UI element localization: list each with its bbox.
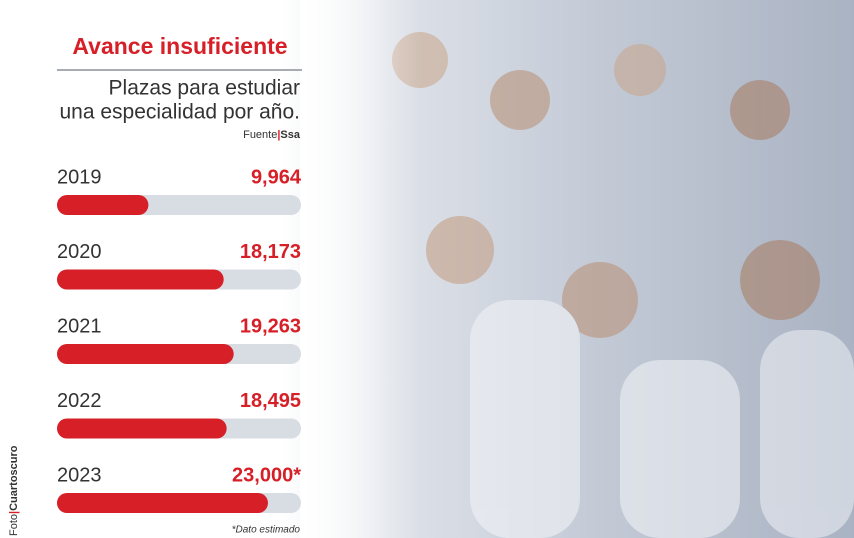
source-name: Ssa: [280, 129, 300, 141]
bar: [57, 195, 148, 215]
value-label: 18,495: [240, 390, 301, 412]
infographic: Avance insuficiente Plazas para estudiar…: [0, 0, 854, 538]
value-label: 9,964: [251, 166, 302, 188]
source: Fuente|Ssa: [243, 129, 301, 141]
photo-credit-name: Cuartoscuro: [8, 445, 20, 511]
source-label: Fuente: [243, 129, 277, 141]
bar: [57, 419, 227, 439]
bar: [57, 493, 268, 513]
category-label: 2023: [57, 464, 102, 486]
title: Avance insuficiente: [72, 33, 287, 59]
bar: [57, 344, 234, 364]
category-label: 2019: [57, 166, 102, 188]
subtitle: Plazas para estudiar: [109, 77, 300, 100]
value-label: 23,000*: [232, 464, 301, 486]
subtitle: una especialidad por año.: [59, 101, 300, 124]
category-label: 2021: [57, 315, 102, 337]
bar: [57, 270, 224, 290]
value-label: 18,173: [240, 241, 301, 263]
value-label: 19,263: [240, 315, 301, 337]
note: *Dato estimado: [232, 525, 301, 536]
photo-credit: Foto|Cuartoscuro: [8, 445, 20, 536]
photo-label: Foto: [8, 514, 20, 536]
category-label: 2020: [57, 241, 102, 263]
category-label: 2022: [57, 390, 102, 412]
photo-fade: [300, 0, 420, 538]
